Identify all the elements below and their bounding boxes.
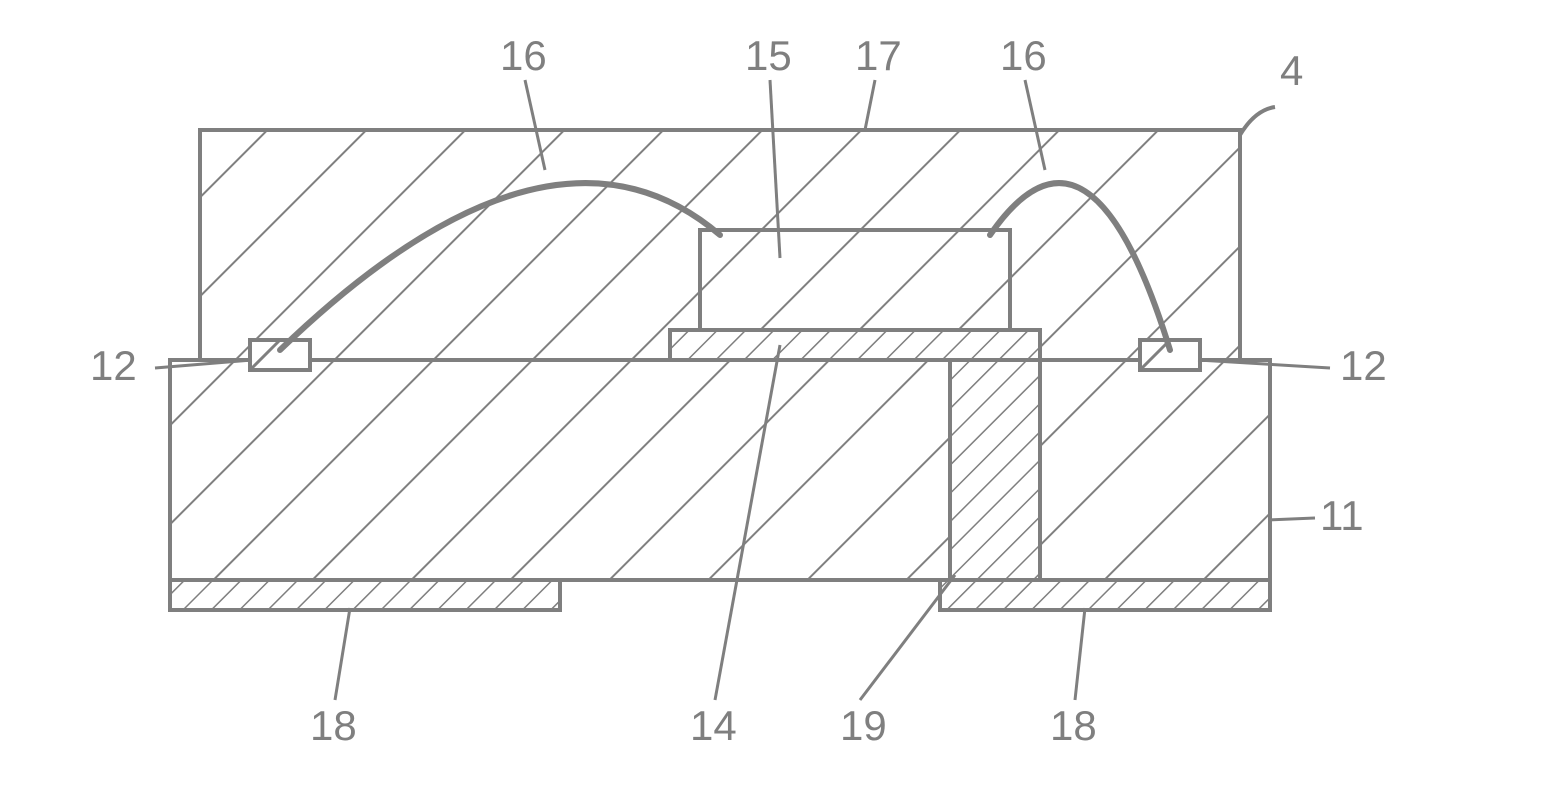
label-12-left: 12	[90, 342, 137, 389]
label-15: 15	[745, 32, 792, 79]
cross-section-drawing: 4 16 15 17 16 12 12 11 14 19 18 18	[0, 0, 1541, 805]
label-18-right: 18	[1050, 702, 1097, 749]
label-16-right: 16	[1000, 32, 1047, 79]
label-16-left: 16	[500, 32, 547, 79]
label-12-right: 12	[1340, 342, 1387, 389]
region-bond-finger-left-12	[250, 340, 310, 370]
region-substrate-11	[170, 360, 1270, 580]
region-die-pad-14	[670, 330, 1040, 360]
label-17: 17	[855, 32, 902, 79]
label-18-left: 18	[310, 702, 357, 749]
region-bottom-pad-left-18	[170, 580, 560, 610]
region-via-19	[950, 360, 1040, 580]
label-19: 19	[840, 702, 887, 749]
region-bottom-pad-right-18	[940, 580, 1270, 610]
label-14: 14	[690, 702, 737, 749]
label-11: 11	[1320, 492, 1364, 539]
label-4: 4	[1280, 47, 1303, 94]
region-chip-15	[700, 230, 1010, 330]
